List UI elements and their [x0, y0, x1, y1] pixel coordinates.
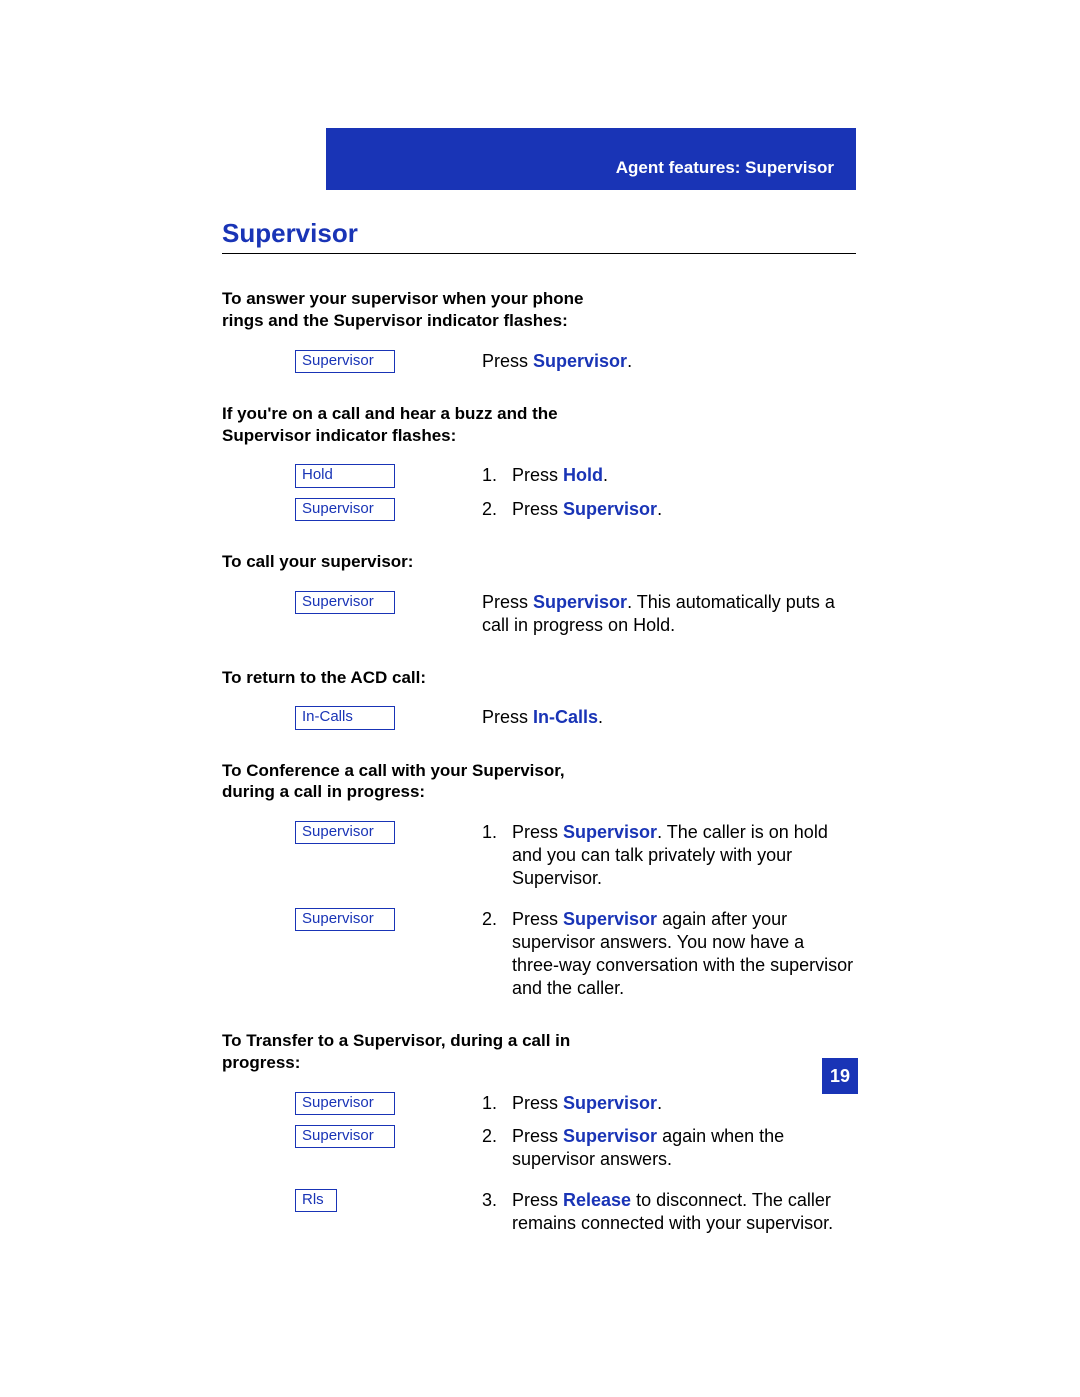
page-content: Supervisor To answer your supervisor whe…: [222, 218, 856, 1245]
instruction: 2. Press Supervisor again after your sup…: [482, 908, 856, 1000]
key-col: Supervisor: [222, 350, 482, 373]
page-header: Agent features: Supervisor: [326, 128, 856, 190]
key-incalls: In-Calls: [295, 706, 395, 729]
instruction: Press In-Calls.: [482, 706, 856, 729]
row-s1: Supervisor Press Supervisor.: [222, 350, 856, 373]
instruction: 1. Press Supervisor.: [482, 1092, 856, 1115]
key-supervisor: Supervisor: [295, 498, 395, 521]
row-s4: In-Calls Press In-Calls.: [222, 706, 856, 729]
scenario-2: If you're on a call and hear a buzz and …: [222, 403, 622, 447]
section-title: Supervisor: [222, 218, 856, 254]
scenario-3: To call your supervisor:: [222, 551, 622, 573]
row-s6-2: Supervisor 2. Press Supervisor again whe…: [222, 1125, 856, 1171]
scenario-1: To answer your supervisor when your phon…: [222, 288, 622, 332]
instruction: Press Supervisor. This automatically put…: [482, 591, 856, 637]
key-supervisor: Supervisor: [295, 1125, 395, 1148]
header-text: Agent features: Supervisor: [616, 158, 834, 178]
key-hold: Hold: [295, 464, 395, 487]
scenario-4: To return to the ACD call:: [222, 667, 622, 689]
key-supervisor: Supervisor: [295, 908, 395, 931]
row-s2-2: Supervisor 2. Press Supervisor.: [222, 498, 856, 521]
key-supervisor: Supervisor: [295, 350, 395, 373]
instruction: 2. Press Supervisor again when the super…: [482, 1125, 856, 1171]
key-supervisor: Supervisor: [295, 591, 395, 614]
scenario-5: To Conference a call with your Superviso…: [222, 760, 622, 804]
row-s3: Supervisor Press Supervisor. This automa…: [222, 591, 856, 637]
instruction: Press Supervisor.: [482, 350, 856, 373]
instruction: 3. Press Release to disconnect. The call…: [482, 1189, 856, 1235]
row-s5-2: Supervisor 2. Press Supervisor again aft…: [222, 908, 856, 1000]
row-s5-1: Supervisor 1. Press Supervisor. The call…: [222, 821, 856, 890]
key-supervisor: Supervisor: [295, 821, 395, 844]
instruction: 1. Press Hold.: [482, 464, 856, 487]
instruction: 2. Press Supervisor.: [482, 498, 856, 521]
scenario-6: To Transfer to a Supervisor, during a ca…: [222, 1030, 622, 1074]
page-number: 19: [822, 1058, 858, 1094]
key-supervisor: Supervisor: [295, 1092, 395, 1115]
instruction: 1. Press Supervisor. The caller is on ho…: [482, 821, 856, 890]
key-rls: Rls: [295, 1189, 337, 1212]
row-s2-1: Hold 1. Press Hold.: [222, 464, 856, 487]
row-s6-3: Rls 3. Press Release to disconnect. The …: [222, 1189, 856, 1235]
row-s6-1: Supervisor 1. Press Supervisor.: [222, 1092, 856, 1115]
